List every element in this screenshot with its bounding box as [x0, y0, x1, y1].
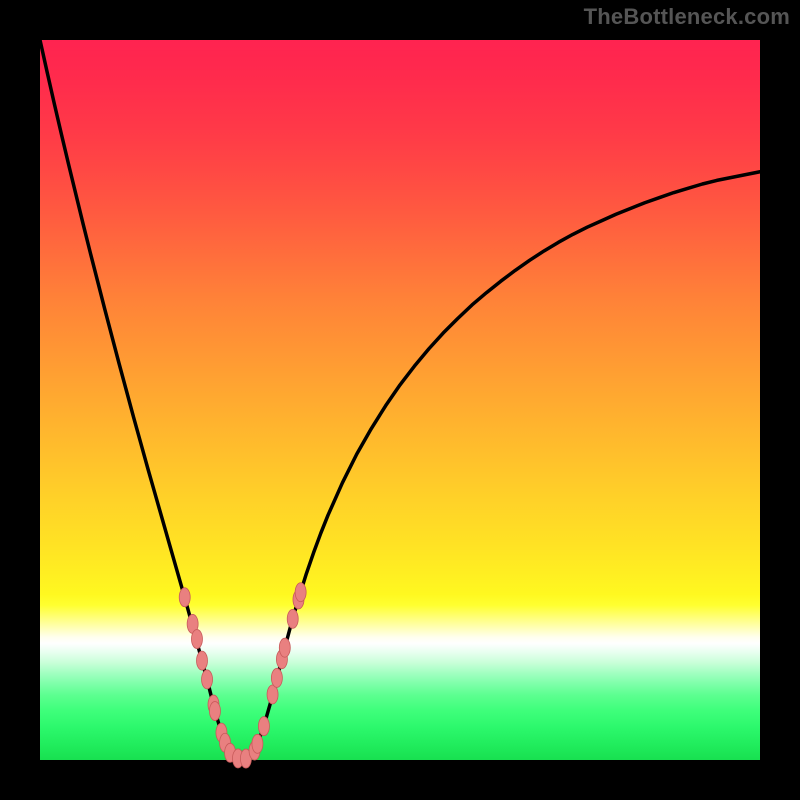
- data-marker: [287, 609, 298, 628]
- data-marker: [197, 651, 208, 670]
- watermark-text: TheBottleneck.com: [584, 4, 790, 30]
- data-marker: [179, 588, 190, 607]
- data-marker: [267, 685, 278, 704]
- data-marker: [279, 638, 290, 657]
- chart-background: [40, 40, 760, 760]
- data-marker: [209, 702, 220, 721]
- data-marker: [202, 670, 213, 689]
- data-marker: [191, 630, 202, 649]
- data-marker: [295, 583, 306, 602]
- data-marker: [271, 668, 282, 687]
- data-marker: [258, 717, 269, 736]
- data-marker: [252, 734, 263, 753]
- bottleneck-chart: [0, 0, 800, 800]
- chart-stage: TheBottleneck.com: [0, 0, 800, 800]
